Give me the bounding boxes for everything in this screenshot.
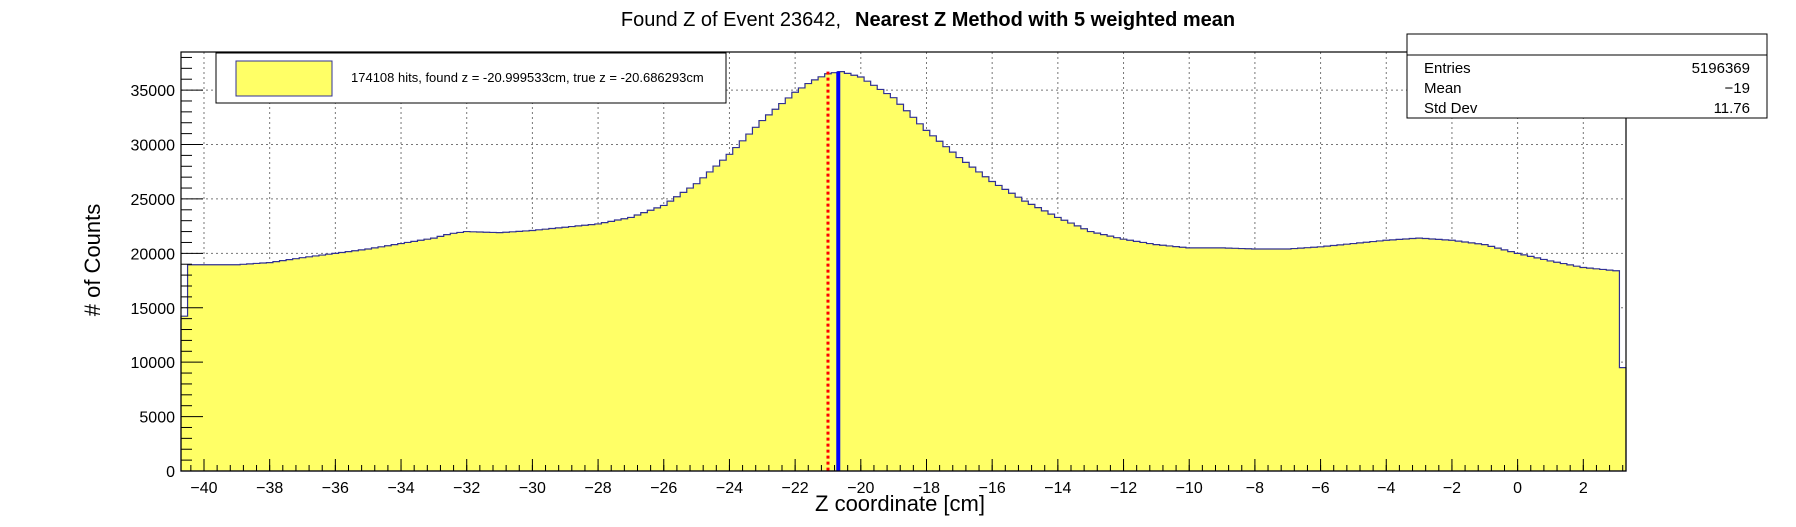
x-tick-label: −26 (650, 480, 677, 497)
stats-box: Entries 5196369 Mean −19 Std Dev 11.76 (1406, 33, 1768, 119)
chart-title-right: Nearest Z Method with 5 weighted mean (855, 9, 1235, 31)
x-axis-label: Z coordinate [cm] (815, 491, 985, 516)
y-tick-label: 25000 (131, 192, 176, 209)
x-tick-label: −2 (1443, 480, 1461, 497)
chart-title: Found Z of Event 23642, Nearest Z Method … (621, 9, 1235, 31)
y-axis-label: # of Counts (80, 204, 105, 317)
legend-swatch (235, 60, 333, 97)
x-tick-label: −4 (1377, 480, 1395, 497)
x-tick-label: −30 (519, 480, 546, 497)
x-tick-label: −40 (190, 480, 217, 497)
x-tick-label: 2 (1579, 480, 1588, 497)
legend-entry: 174108 hits, found z = -20.999533cm, tru… (351, 70, 704, 85)
stats-stddev-label: Std Dev (1424, 100, 1478, 117)
x-tick-label: −8 (1246, 480, 1264, 497)
y-tick-label: 10000 (131, 355, 176, 372)
x-tick-label: −28 (585, 480, 612, 497)
x-tick-label: −6 (1311, 480, 1329, 497)
y-tick-label: 5000 (139, 410, 175, 427)
y-tick-label: 0 (166, 464, 175, 481)
stats-stddev-value: 11.76 (1714, 100, 1750, 117)
stats-mean-label: Mean (1424, 80, 1462, 97)
x-tick-label: −36 (322, 480, 349, 497)
x-tick-label: −14 (1044, 480, 1071, 497)
x-tick-label: −32 (453, 480, 480, 497)
x-tick-label: −16 (979, 480, 1006, 497)
x-tick-label: −22 (782, 480, 809, 497)
y-tick-label: 15000 (131, 301, 176, 318)
x-tick-label: −24 (716, 480, 743, 497)
x-tick-label: 0 (1513, 480, 1522, 497)
stats-mean-value: −19 (1725, 80, 1750, 97)
x-tick-label: −34 (387, 480, 414, 497)
x-tick-label: −38 (256, 480, 283, 497)
plot-frame (180, 51, 1627, 472)
x-tick-label: −18 (913, 480, 940, 497)
histogram-series (180, 70, 1627, 472)
y-tick-label: 30000 (131, 138, 176, 155)
stats-entries-label: Entries (1424, 60, 1471, 77)
legend-box: 174108 hits, found z = -20.999533cm, tru… (215, 52, 727, 104)
z-markers (826, 71, 841, 471)
x-tick-label: −10 (1176, 480, 1203, 497)
stats-entries-value: 5196369 (1692, 60, 1750, 77)
chart-title-left: Found Z of Event 23642, (621, 9, 841, 31)
y-tick-label: 35000 (131, 83, 176, 100)
histogram-bars (180, 70, 1627, 472)
x-tick-label: −20 (847, 480, 874, 497)
x-tick-label: −12 (1110, 480, 1137, 497)
y-tick-label: 20000 (131, 246, 176, 263)
axis-ticks: −40 −38 −36 −34 −32 −30 −28 −26 −24 −22 −20 −18 −16−… (131, 56, 1624, 497)
